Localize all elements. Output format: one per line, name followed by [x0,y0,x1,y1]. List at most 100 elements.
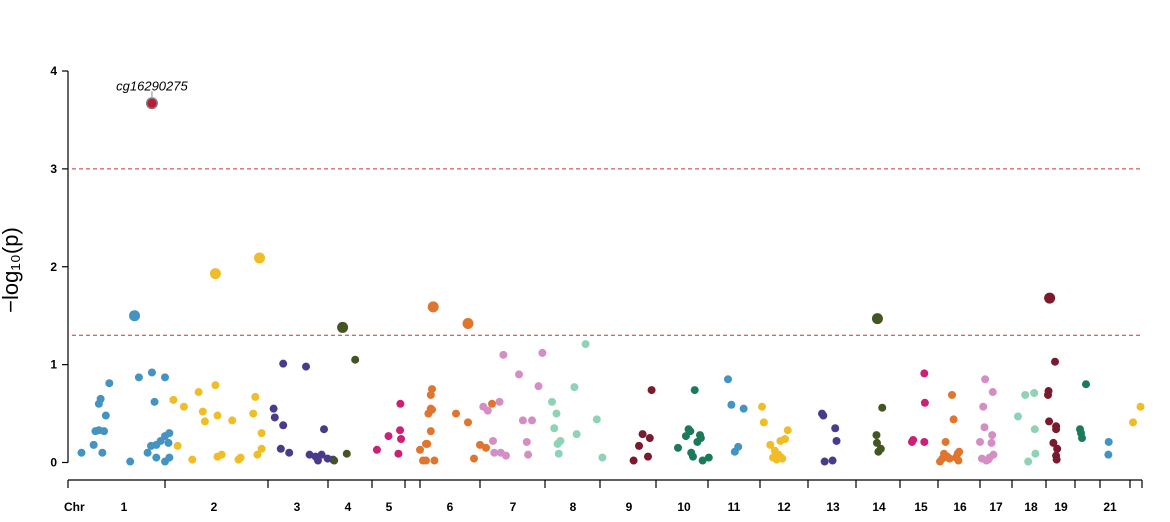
data-point [629,456,638,465]
x-tick-label: 5 [386,500,393,514]
data-point [228,416,237,425]
data-point [766,440,775,449]
data-point [878,403,887,412]
data-point [518,416,527,425]
data-point [476,440,484,449]
data-point [179,402,188,411]
data-point [499,350,508,359]
data-point [320,425,328,434]
data-point [269,404,278,413]
data-point [1104,437,1113,446]
data-point [515,370,523,379]
data-point [976,437,984,446]
data-point [554,449,563,458]
data-point [169,395,178,404]
data-point [635,441,643,450]
data-point [396,426,405,435]
data-point [428,385,436,394]
data-point [696,434,705,443]
data-point [1030,425,1039,434]
data-point [832,436,841,445]
data-point [490,448,499,457]
data-point [302,362,310,371]
data-point-peak [337,321,349,333]
x-axis-prefix: Chr [64,500,85,514]
data-point-peak [462,318,474,330]
data-point [645,434,654,443]
data-point [101,411,110,420]
data-point [1078,434,1086,443]
data-point [249,409,258,418]
data-point [257,429,266,438]
data-point [384,432,393,441]
data-point [342,449,351,458]
data-point [314,456,322,465]
data-point [948,390,956,399]
data-point [1082,380,1090,389]
data-point [1129,418,1137,427]
data-point [831,424,840,433]
data-point [173,441,182,450]
data-point [285,448,294,457]
data-point [428,405,436,414]
y-tick-label: 4 [50,64,57,78]
data-point [981,375,990,384]
data-point [1049,438,1058,447]
data-point [872,431,881,440]
data-point [164,438,173,447]
data-points [77,97,1145,466]
data-point [396,399,405,408]
data-point [213,411,222,420]
data-point [1045,417,1054,426]
data-point [423,439,432,448]
data-point [1044,387,1053,396]
y-axis: 0 1 2 3 4 [50,64,69,470]
annotation-label: cg16290275 [116,78,188,93]
x-tick-label: 7 [510,500,517,514]
data-point [161,373,169,382]
data-point [126,457,135,466]
data-point-peak [209,268,221,280]
data-point [211,381,220,390]
data-point [279,421,288,430]
data-point-highlight [147,98,157,108]
x-tick-label: 1 [121,500,128,514]
data-point [704,453,713,462]
data-point [105,379,114,388]
x-tick-label: 15 [914,500,928,514]
data-point [647,386,656,395]
data-point [674,443,682,452]
data-point [1136,402,1145,411]
x-tick-label: 21 [1103,500,1117,514]
data-point-peak [1044,292,1056,304]
data-point [644,452,652,461]
data-point [234,455,243,464]
data-point [143,448,152,457]
data-point [727,400,736,409]
threshold-lines [72,168,1142,336]
data-point [954,456,963,465]
data-point [200,417,209,426]
data-point [690,386,699,395]
data-point [538,348,547,357]
data-point [165,453,174,462]
data-point [330,456,339,465]
data-point [955,447,964,456]
data-point [100,427,109,436]
y-tick-label: 0 [50,456,57,470]
data-point [759,418,768,427]
data-point [147,368,156,377]
data-point [152,453,161,462]
data-point [1021,390,1030,399]
data-point [572,430,581,439]
data-point [941,437,950,446]
data-point [524,450,533,459]
x-tick-label: 8 [570,500,577,514]
data-point [598,453,607,462]
x-tick-label: 2 [211,500,218,514]
data-point [488,399,496,408]
data-point [739,404,748,413]
data-point [217,450,226,459]
data-point [194,388,203,397]
data-point [734,442,743,451]
